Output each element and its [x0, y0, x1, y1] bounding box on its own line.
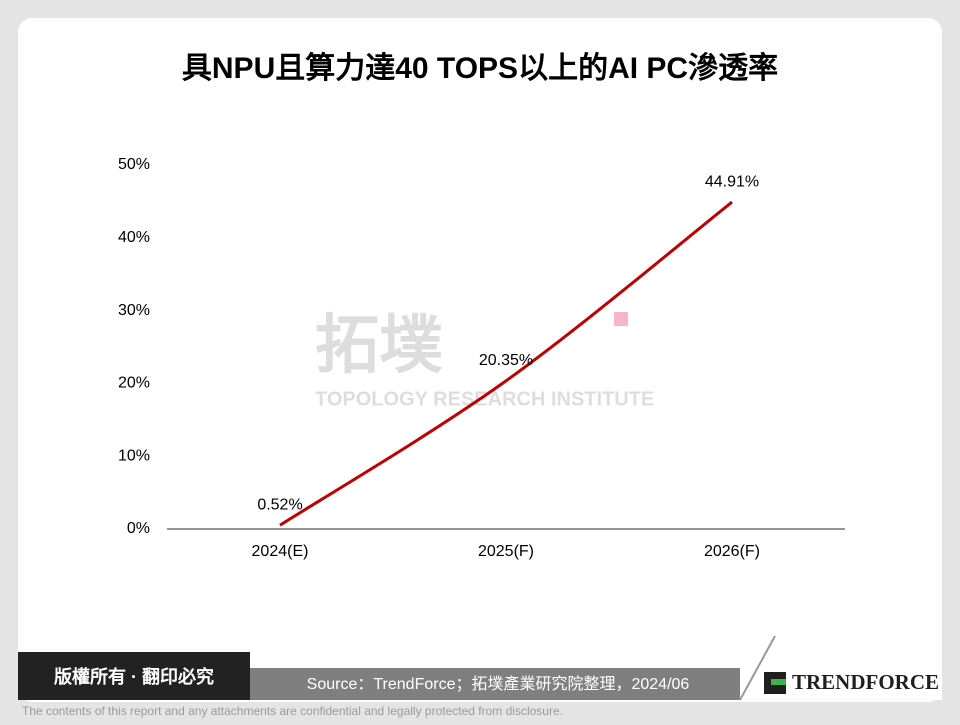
- y-tick-label: 20%: [118, 375, 150, 392]
- watermark-name: TOPOLOGY RESEARCH INSTITUTE: [315, 388, 654, 410]
- source: Source：TrendForce；拓墣產業研究院整理，2024/06: [307, 675, 690, 693]
- copyright: 版權所有 · 翻印必究: [54, 666, 214, 687]
- data-label: 0.52%: [257, 496, 302, 513]
- x-tick-label: 2024(E): [252, 543, 309, 560]
- panel: [18, 18, 942, 702]
- copyright-band: [18, 652, 250, 700]
- series-line: [279, 200, 733, 527]
- watermark-dot: [614, 312, 628, 326]
- y-tick-label: 10%: [118, 447, 150, 464]
- disclaimer: The contents of this report and any atta…: [22, 704, 563, 718]
- watermark: 拓墣 TOPOLOGY RESEARCH INSTITUTE: [315, 309, 654, 410]
- x-tick-label: 2026(F): [704, 543, 760, 560]
- brand-band: [740, 636, 942, 700]
- y-tick-label: 0%: [127, 520, 150, 537]
- watermark-logo: 拓墣: [315, 309, 443, 381]
- source-band: [250, 668, 740, 700]
- data-label: 20.35%: [479, 352, 533, 369]
- y-tick-label: 40%: [118, 229, 150, 246]
- brand: TRENDFORCE: [792, 670, 939, 694]
- data-label: 44.91%: [705, 173, 759, 190]
- brand-edge: [739, 635, 776, 701]
- chart-title: 具NPU且算力達40 TOPS以上的AI PC滲透率: [182, 51, 778, 85]
- plot: 0% 10% 20% 30% 40% 50% 2024(E) 2025(F) 2026(F) 0.…: [118, 156, 845, 560]
- y-tick-label: 50%: [118, 156, 150, 173]
- x-tick-label: 2025(F): [478, 543, 534, 560]
- brand-icon-accent: [771, 679, 786, 685]
- y-tick-label: 30%: [118, 302, 150, 319]
